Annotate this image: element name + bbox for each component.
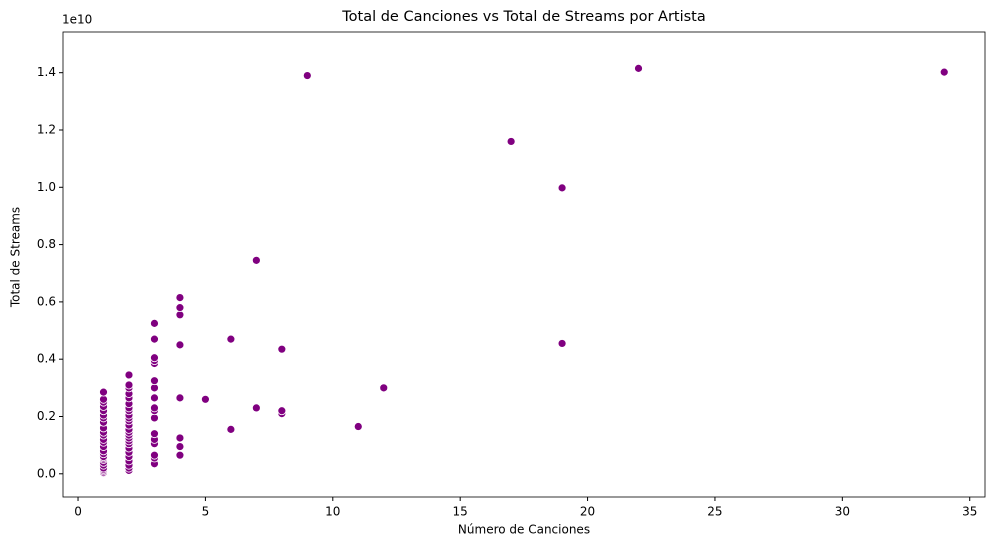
y-tick-label: 0.2 — [37, 409, 56, 423]
plot-frame — [62, 31, 986, 498]
point — [506, 137, 516, 146]
point — [379, 383, 389, 393]
point — [557, 183, 567, 193]
x-tick-label: 0 — [74, 505, 82, 519]
point — [150, 450, 159, 460]
point — [939, 67, 949, 77]
point — [175, 442, 185, 451]
point — [634, 63, 643, 73]
y-tick-label: 0.0 — [37, 466, 56, 480]
x-tick-label: 15 — [453, 505, 468, 519]
point — [226, 424, 236, 434]
x-tick-label: 10 — [325, 505, 340, 519]
point — [99, 387, 108, 397]
point — [175, 303, 185, 313]
point — [150, 376, 159, 386]
point — [557, 339, 567, 348]
y-tick-label: 1.2 — [37, 122, 56, 136]
point — [124, 370, 134, 380]
point — [226, 334, 236, 344]
x-axis-label: Número de Canciones — [458, 523, 590, 537]
point — [124, 380, 134, 390]
point — [251, 255, 261, 265]
point — [175, 340, 185, 350]
point — [150, 429, 159, 439]
y-tick-label: 1.4 — [37, 65, 56, 79]
point — [150, 318, 159, 328]
x-tick-label: 35 — [962, 505, 977, 519]
x-tick-label: 5 — [202, 505, 210, 519]
y-tick-label: 0.6 — [37, 294, 56, 308]
x-tick-label: 25 — [707, 505, 722, 519]
point — [175, 293, 185, 302]
point — [277, 344, 287, 354]
y-tick-label: 0.8 — [37, 237, 56, 251]
point — [175, 450, 185, 460]
x-tick-label: 20 — [580, 505, 595, 519]
point — [150, 403, 159, 413]
y-tick-label: 0.4 — [37, 352, 56, 366]
point — [201, 394, 210, 404]
point — [251, 403, 261, 413]
x-tick-label: 30 — [835, 505, 850, 519]
point — [277, 406, 287, 416]
y-tick-label: 1.0 — [37, 180, 56, 194]
point — [150, 393, 159, 403]
point — [150, 353, 159, 363]
y-axis-label: Total de Streams — [9, 207, 23, 308]
point — [302, 71, 312, 80]
point — [353, 422, 363, 431]
point — [175, 393, 185, 403]
chart-title: Total de Canciones vs Total de Streams p… — [341, 9, 706, 25]
point — [175, 433, 185, 443]
point — [150, 334, 159, 344]
y-offset-label: 1e10 — [62, 13, 92, 27]
